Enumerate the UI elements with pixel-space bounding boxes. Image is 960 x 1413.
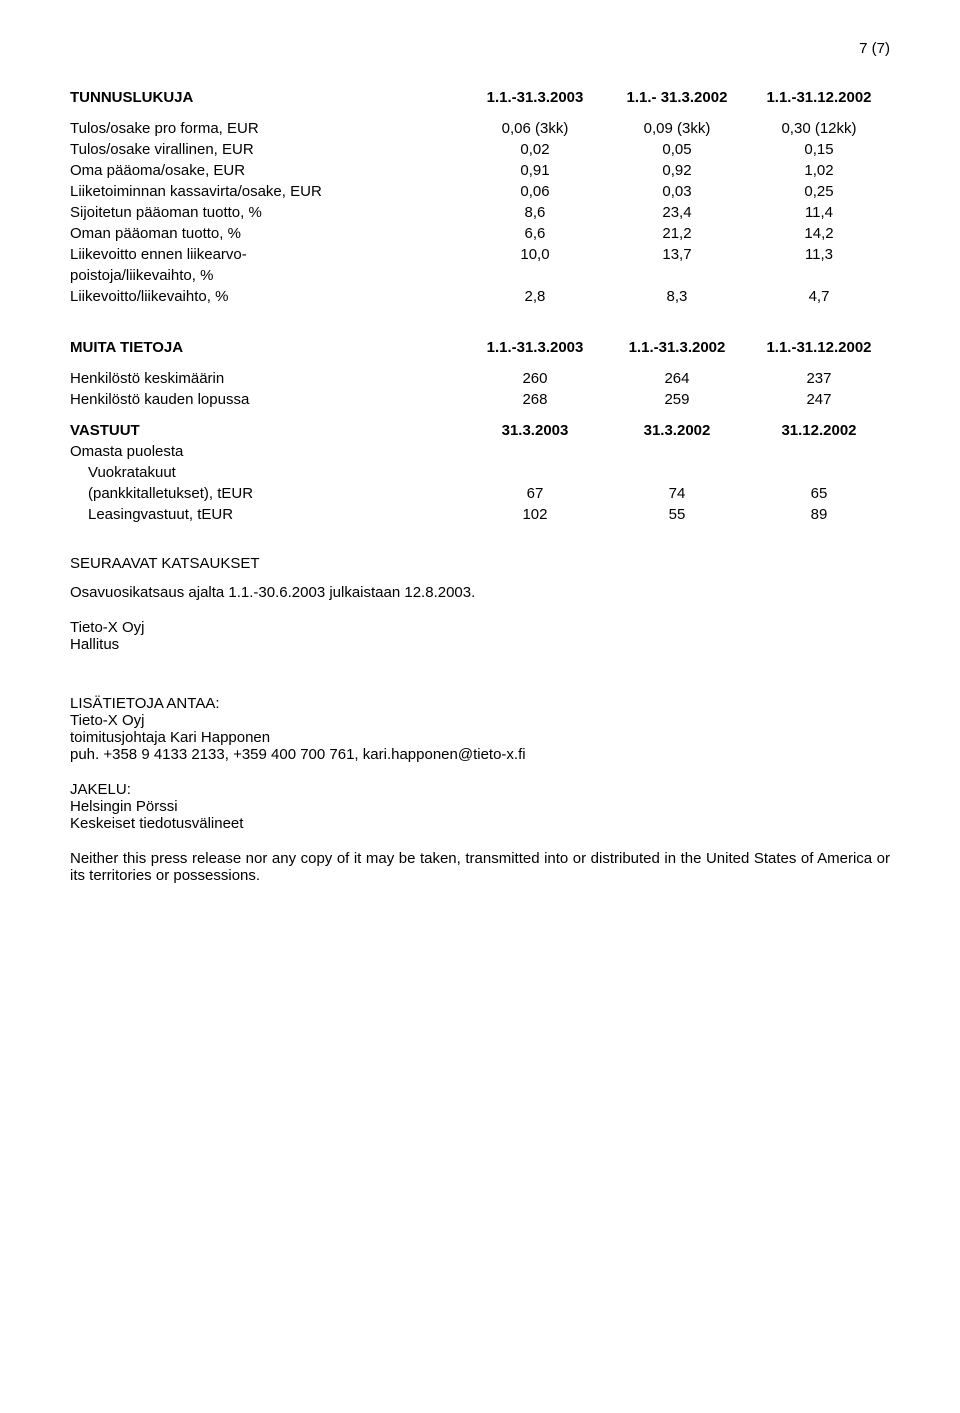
lisatiedot-line: puh. +358 9 4133 2133, +359 400 700 761,… <box>70 746 526 763</box>
table-row: Liikevoitto/liikevaihto, % 2,8 8,3 4,7 <box>70 286 890 307</box>
row-label: Leasingvastuut, tEUR <box>70 504 464 525</box>
table-row: Tulos/osake virallinen, EUR 0,02 0,05 0,… <box>70 139 890 160</box>
row-label: Liiketoiminnan kassavirta/osake, EUR <box>70 181 464 202</box>
row-value: 11,4 <box>748 202 890 223</box>
jakelu-heading: JAKELU: <box>70 781 131 798</box>
row-value: 0,25 <box>748 181 890 202</box>
row-value: 4,7 <box>748 286 890 307</box>
row-value: 8,3 <box>606 286 748 307</box>
table-row: Oman pääoman tuotto, % 6,6 21,2 14,2 <box>70 223 890 244</box>
row-value: 0,06 <box>464 181 606 202</box>
row-value: 23,4 <box>606 202 748 223</box>
row-value: 102 <box>464 504 606 525</box>
table-row: Sijoitetun pääoman tuotto, % 8,6 23,4 11… <box>70 202 890 223</box>
row-value <box>606 265 748 286</box>
row-value: 6,6 <box>464 223 606 244</box>
muita-table: MUITA TIETOJA 1.1.-31.3.2003 1.1.-31.3.2… <box>70 337 890 525</box>
period: 1.1.-31.3.2003 <box>464 337 606 358</box>
row-label: Henkilöstö keskimäärin <box>70 368 464 389</box>
company-name: Tieto-X Oyj <box>70 619 144 636</box>
row-value: 264 <box>606 368 748 389</box>
row-value: 11,3 <box>748 244 890 265</box>
jakelu-line: Helsingin Pörssi <box>70 798 178 815</box>
period: 1.1.-31.3.2002 <box>606 337 748 358</box>
table-row: Liikevoitto ennen liikearvo- 10,0 13,7 1… <box>70 244 890 265</box>
period: 31.3.2002 <box>606 420 748 441</box>
row-value: 0,91 <box>464 160 606 181</box>
period: 1.1.-31.12.2002 <box>748 337 890 358</box>
tunnusluvut-heading: TUNNUSLUKUJA <box>70 87 464 108</box>
table-row: Vuokratakuut <box>70 462 890 483</box>
row-value: 237 <box>748 368 890 389</box>
row-value: 1,02 <box>748 160 890 181</box>
row-value: 14,2 <box>748 223 890 244</box>
seuraavat-heading: SEURAAVAT KATSAUKSET <box>70 555 890 572</box>
table-row: Henkilöstö kauden lopussa 268 259 247 <box>70 389 890 410</box>
row-label: Vuokratakuut <box>70 462 464 483</box>
row-value: 0,92 <box>606 160 748 181</box>
row-value: 21,2 <box>606 223 748 244</box>
jakelu-line: Keskeiset tiedotusvälineet <box>70 815 243 832</box>
row-label: Henkilöstö kauden lopussa <box>70 389 464 410</box>
row-value: 0,02 <box>464 139 606 160</box>
period: 1.1.-31.3.2003 <box>464 87 606 108</box>
row-value: 65 <box>748 483 890 504</box>
row-label: Tulos/osake pro forma, EUR <box>70 118 464 139</box>
period: 31.3.2003 <box>464 420 606 441</box>
row-value: 260 <box>464 368 606 389</box>
period: 1.1.-31.12.2002 <box>748 87 890 108</box>
row-label: Oman pääoman tuotto, % <box>70 223 464 244</box>
row-value: 10,0 <box>464 244 606 265</box>
tunnusluvut-table: TUNNUSLUKUJA 1.1.-31.3.2003 1.1.- 31.3.2… <box>70 87 890 307</box>
lisatiedot-line: Tieto-X Oyj <box>70 712 144 729</box>
row-label: Oma pääoma/osake, EUR <box>70 160 464 181</box>
row-label: Tulos/osake virallinen, EUR <box>70 139 464 160</box>
seuraavat-text: Osavuosikatsaus ajalta 1.1.-30.6.2003 ju… <box>70 584 890 601</box>
row-label: Liikevoitto ennen liikearvo- <box>70 244 464 265</box>
row-label: (pankkitalletukset), tEUR <box>70 483 464 504</box>
lisatiedot-line: toimitusjohtaja Kari Happonen <box>70 729 270 746</box>
row-label: Sijoitetun pääoman tuotto, % <box>70 202 464 223</box>
table-row: Omasta puolesta <box>70 441 890 462</box>
table-row: Liiketoiminnan kassavirta/osake, EUR 0,0… <box>70 181 890 202</box>
vastuut-heading: VASTUUT <box>70 420 464 441</box>
row-label: poistoja/liikevaihto, % <box>70 265 464 286</box>
row-value: 67 <box>464 483 606 504</box>
table-row: Tulos/osake pro forma, EUR 0,06 (3kk) 0,… <box>70 118 890 139</box>
row-value: 259 <box>606 389 748 410</box>
row-value: 55 <box>606 504 748 525</box>
table-row: Oma pääoma/osake, EUR 0,91 0,92 1,02 <box>70 160 890 181</box>
period: 1.1.- 31.3.2002 <box>606 87 748 108</box>
row-value: 268 <box>464 389 606 410</box>
table-row: Henkilöstö keskimäärin 260 264 237 <box>70 368 890 389</box>
row-value: 0,05 <box>606 139 748 160</box>
row-value: 0,03 <box>606 181 748 202</box>
row-value: 89 <box>748 504 890 525</box>
row-value: 74 <box>606 483 748 504</box>
row-value: 0,30 (12kk) <box>748 118 890 139</box>
row-value: 13,7 <box>606 244 748 265</box>
row-value: 8,6 <box>464 202 606 223</box>
lisatiedot-heading: LISÄTIETOJA ANTAA: <box>70 695 220 712</box>
row-value <box>464 265 606 286</box>
row-value: 0,06 (3kk) <box>464 118 606 139</box>
row-label: Liikevoitto/liikevaihto, % <box>70 286 464 307</box>
row-label: Omasta puolesta <box>70 441 464 462</box>
muita-heading: MUITA TIETOJA <box>70 337 464 358</box>
row-value: 0,09 (3kk) <box>606 118 748 139</box>
page-number: 7 (7) <box>70 40 890 57</box>
row-value <box>748 265 890 286</box>
table-row: (pankkitalletukset), tEUR 67 74 65 <box>70 483 890 504</box>
board-label: Hallitus <box>70 636 119 653</box>
table-row: Leasingvastuut, tEUR 102 55 89 <box>70 504 890 525</box>
row-value: 0,15 <box>748 139 890 160</box>
period: 31.12.2002 <box>748 420 890 441</box>
footer-disclaimer: Neither this press release nor any copy … <box>70 850 890 884</box>
row-value: 2,8 <box>464 286 606 307</box>
row-value: 247 <box>748 389 890 410</box>
table-row: poistoja/liikevaihto, % <box>70 265 890 286</box>
